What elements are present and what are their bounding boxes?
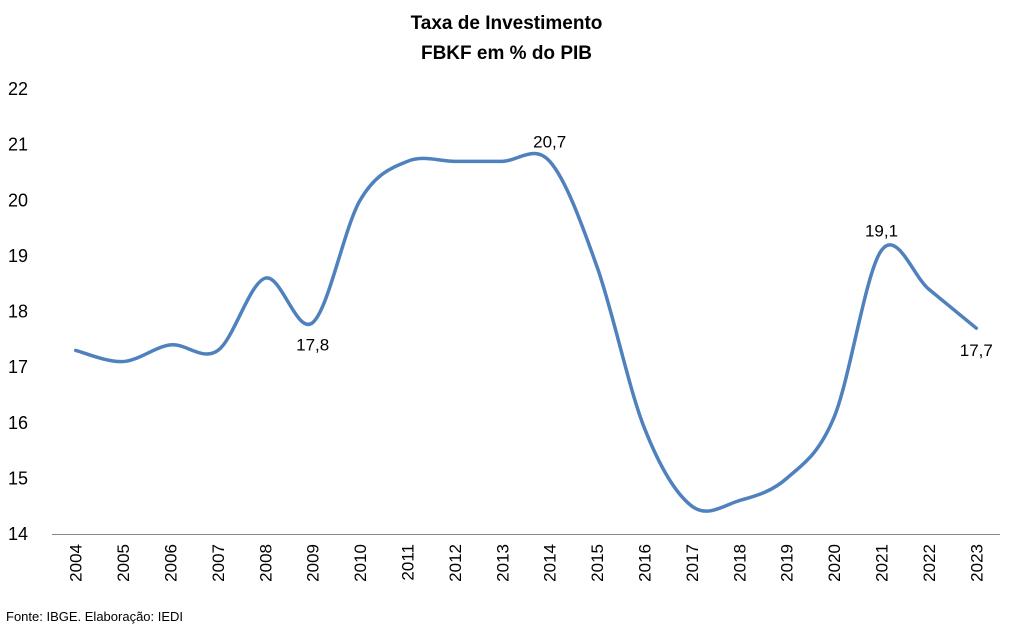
data-point: [406, 159, 410, 163]
data-point: [121, 360, 125, 364]
data-point: [737, 499, 741, 503]
y-tick-label: 17: [8, 357, 28, 377]
data-point: [548, 159, 552, 163]
y-tick-label: 15: [8, 468, 28, 488]
x-tick-label: 2015: [588, 544, 607, 582]
data-point: [974, 326, 978, 330]
x-tick-label: 2016: [636, 544, 655, 582]
data-label: 17,8: [296, 336, 329, 355]
data-point: [690, 504, 694, 508]
data-point: [832, 415, 836, 419]
data-point: [74, 348, 78, 352]
y-tick-label: 22: [8, 79, 28, 99]
data-point: [216, 348, 220, 352]
x-tick-label: 2005: [114, 544, 133, 582]
x-tick-label: 2021: [873, 544, 892, 582]
x-tick-label: 2011: [399, 544, 418, 581]
data-point: [263, 276, 267, 280]
chart-title: Taxa de Investimento: [410, 13, 603, 34]
x-tick-label: 2009: [304, 544, 323, 582]
data-point: [595, 265, 599, 269]
y-tick-label: 21: [8, 135, 28, 155]
x-tick-label: 2022: [920, 544, 939, 582]
data-point: [880, 248, 884, 252]
data-point: [311, 321, 315, 325]
x-tick-label: 2004: [67, 544, 86, 582]
x-tick-label: 2023: [967, 544, 986, 582]
data-point: [169, 343, 173, 347]
x-tick-label: 2007: [209, 544, 228, 582]
x-tick-label: 2006: [162, 544, 181, 582]
data-point: [927, 287, 931, 291]
x-tick-label: 2018: [730, 544, 749, 582]
data-point: [643, 426, 647, 430]
source-note: Fonte: IBGE. Elaboração: IEDI: [6, 609, 184, 624]
x-tick-label: 2017: [683, 544, 702, 582]
x-tick-label: 2019: [778, 544, 797, 582]
data-point: [785, 476, 789, 480]
x-tick-label: 2020: [825, 544, 844, 582]
series-line: [73, 151, 979, 513]
x-tick-label: 2008: [256, 544, 275, 582]
data-point: [500, 159, 504, 163]
data-label: 19,1: [865, 221, 898, 240]
y-tick-label: 19: [8, 246, 28, 266]
x-tick-label: 2010: [351, 544, 370, 582]
x-tick-label: 2014: [541, 544, 560, 582]
y-tick-label: 14: [8, 524, 28, 544]
data-point: [453, 159, 457, 163]
data-point: [358, 198, 362, 202]
data-label: 17,7: [960, 341, 993, 360]
x-tick-label: 2012: [446, 544, 465, 582]
y-tick-label: 18: [8, 302, 28, 322]
y-tick-label: 20: [8, 190, 28, 210]
chart-subtitle: FBKF em % do PIB: [420, 43, 592, 64]
x-tick-label: 2013: [493, 544, 512, 582]
data-label: 20,7: [533, 132, 566, 151]
y-tick-label: 16: [8, 413, 28, 433]
